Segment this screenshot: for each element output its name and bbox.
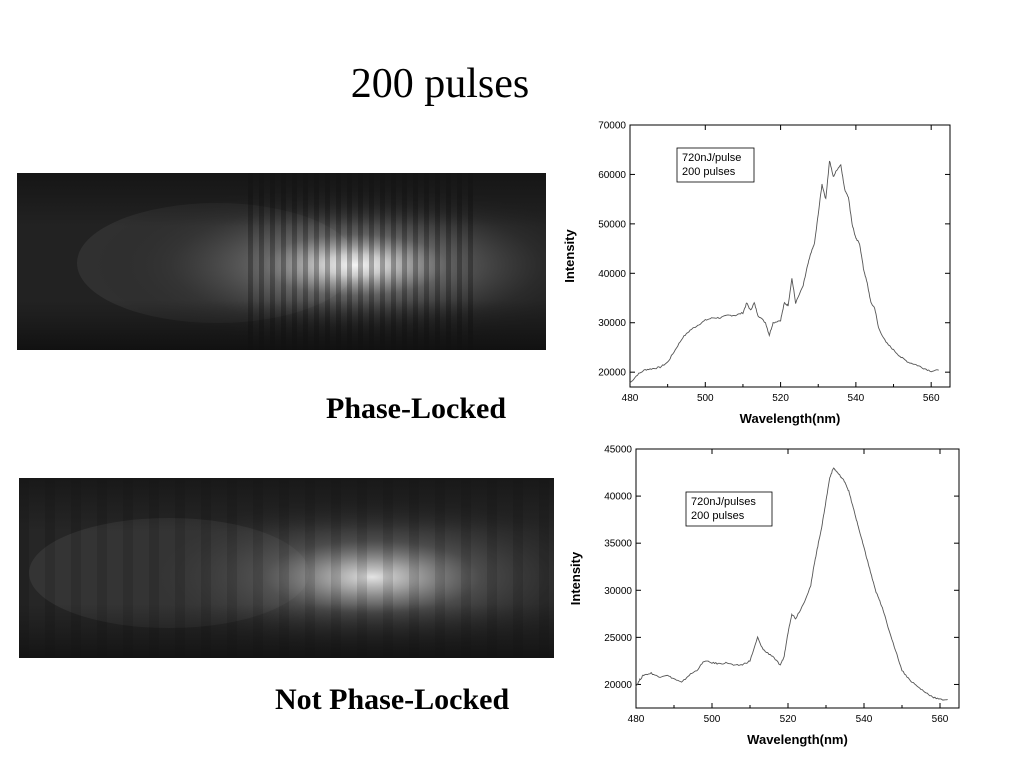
x-tick-label: 520 — [772, 393, 789, 404]
legend-entry: 200 pulses — [682, 166, 736, 178]
not-phase-locked-fringe-image — [19, 478, 554, 658]
not-phase-locked-caption: Not Phase-Locked — [275, 683, 510, 716]
y-tick-label: 70000 — [598, 121, 626, 132]
y-tick-label: 60000 — [598, 170, 626, 181]
x-tick-label: 540 — [856, 714, 873, 725]
y-axis-label: Intensity — [562, 229, 577, 283]
y-tick-label: 30000 — [598, 318, 626, 329]
phase-locked-fringe-image — [17, 173, 546, 350]
y-tick-label: 50000 — [598, 219, 626, 230]
not-phase-locked-spectrum-chart: 480 500 520 540 560 20000 25000 30000 35000 40000… — [562, 440, 972, 755]
legend-entry: 720nJ/pulses — [691, 496, 756, 508]
y-tick-label: 20000 — [598, 368, 626, 379]
spectrum-line — [635, 467, 948, 701]
not-phase-locked-spectrum-svg: 480 500 520 540 560 20000 25000 30000 35000 40000… — [568, 445, 960, 747]
x-tick-label: 560 — [923, 393, 940, 404]
y-tick-label: 45000 — [604, 445, 632, 456]
legend-entry: 720nJ/pulse — [682, 152, 741, 164]
slide-title: 200 pulses — [350, 61, 530, 107]
y-tick-label: 25000 — [604, 633, 632, 644]
phase-locked-caption: Phase-Locked — [326, 392, 506, 425]
y-axis-label: Intensity — [568, 551, 583, 605]
phase-locked-spectrum-chart: 480 500 520 540 560 20000 30000 40000 50000 60000… — [555, 115, 965, 435]
x-axis-label: Wavelength(nm) — [740, 411, 841, 426]
legend-box — [676, 147, 755, 183]
legend-entry: 200 pulses — [691, 510, 745, 522]
x-tick-label: 500 — [704, 714, 721, 725]
spectrum-line — [629, 160, 939, 384]
legend-box — [685, 491, 773, 527]
y-tick-label: 40000 — [598, 269, 626, 280]
x-tick-label: 520 — [780, 714, 797, 725]
x-tick-label: 500 — [697, 393, 714, 404]
plot-frame — [635, 448, 960, 709]
x-axis-label: Wavelength(nm) — [747, 732, 848, 747]
x-tick-label: 480 — [622, 393, 639, 404]
x-tick-label: 540 — [848, 393, 865, 404]
phase-locked-spectrum-svg: 480 500 520 540 560 20000 30000 40000 50000 60000… — [562, 121, 951, 426]
y-tick-label: 40000 — [604, 492, 632, 503]
x-tick-label: 480 — [628, 714, 645, 725]
y-tick-label: 30000 — [604, 586, 632, 597]
y-tick-label: 20000 — [604, 680, 632, 691]
x-tick-label: 560 — [932, 714, 949, 725]
y-tick-label: 35000 — [604, 539, 632, 550]
